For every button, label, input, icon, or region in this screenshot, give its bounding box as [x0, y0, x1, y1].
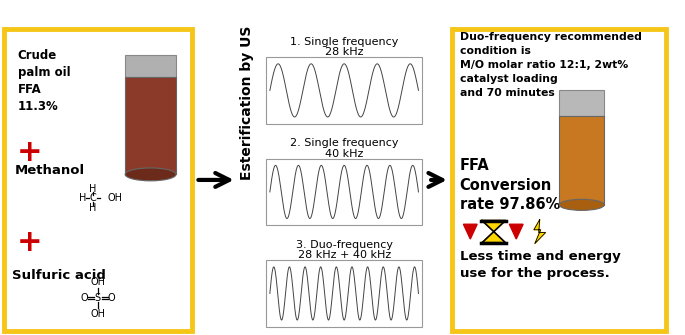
Text: S: S	[95, 293, 101, 303]
Text: FFA
Conversion
rate 97.86%: FFA Conversion rate 97.86%	[460, 158, 560, 212]
Polygon shape	[534, 220, 545, 244]
Polygon shape	[482, 231, 506, 243]
FancyBboxPatch shape	[451, 29, 666, 331]
Text: OH: OH	[108, 193, 123, 203]
Text: 1. Single frequency: 1. Single frequency	[290, 37, 399, 47]
Polygon shape	[464, 224, 477, 239]
Bar	[559, 90, 604, 116]
Ellipse shape	[559, 199, 604, 210]
Bar	[125, 77, 176, 175]
Text: OH: OH	[90, 277, 105, 287]
Text: OH: OH	[90, 309, 105, 319]
FancyBboxPatch shape	[4, 29, 192, 331]
Text: 40 kHz: 40 kHz	[325, 149, 363, 159]
Bar	[266, 260, 423, 327]
Text: H: H	[89, 184, 97, 194]
Bar	[125, 55, 176, 77]
Text: +: +	[16, 138, 42, 167]
Text: 28 kHz + 40 kHz: 28 kHz + 40 kHz	[297, 251, 390, 260]
Text: O: O	[80, 293, 88, 303]
Text: H: H	[79, 193, 87, 203]
Text: Less time and energy
use for the process.: Less time and energy use for the process…	[460, 250, 621, 280]
Bar	[266, 159, 423, 225]
Ellipse shape	[125, 168, 176, 181]
Text: Esterification by US: Esterification by US	[240, 25, 254, 180]
Bar	[266, 57, 423, 124]
Text: O: O	[108, 293, 115, 303]
Text: 28 kHz: 28 kHz	[325, 47, 364, 57]
Text: 3. Duo-frequency: 3. Duo-frequency	[296, 240, 393, 250]
Text: +: +	[16, 228, 42, 257]
Polygon shape	[510, 224, 523, 239]
Text: Sulfuric acid: Sulfuric acid	[12, 269, 105, 281]
Text: Methanol: Methanol	[14, 164, 85, 177]
Text: C: C	[90, 193, 97, 203]
Polygon shape	[482, 220, 506, 231]
Bar	[559, 116, 604, 205]
Text: H: H	[89, 203, 97, 213]
Text: 2. Single frequency: 2. Single frequency	[290, 138, 399, 148]
Text: Crude
palm oil
FFA
11.3%: Crude palm oil FFA 11.3%	[18, 49, 71, 113]
Text: Duo-frequency recommended
condition is
M/O molar ratio 12:1, 2wt%
catalyst loadi: Duo-frequency recommended condition is M…	[460, 32, 641, 98]
